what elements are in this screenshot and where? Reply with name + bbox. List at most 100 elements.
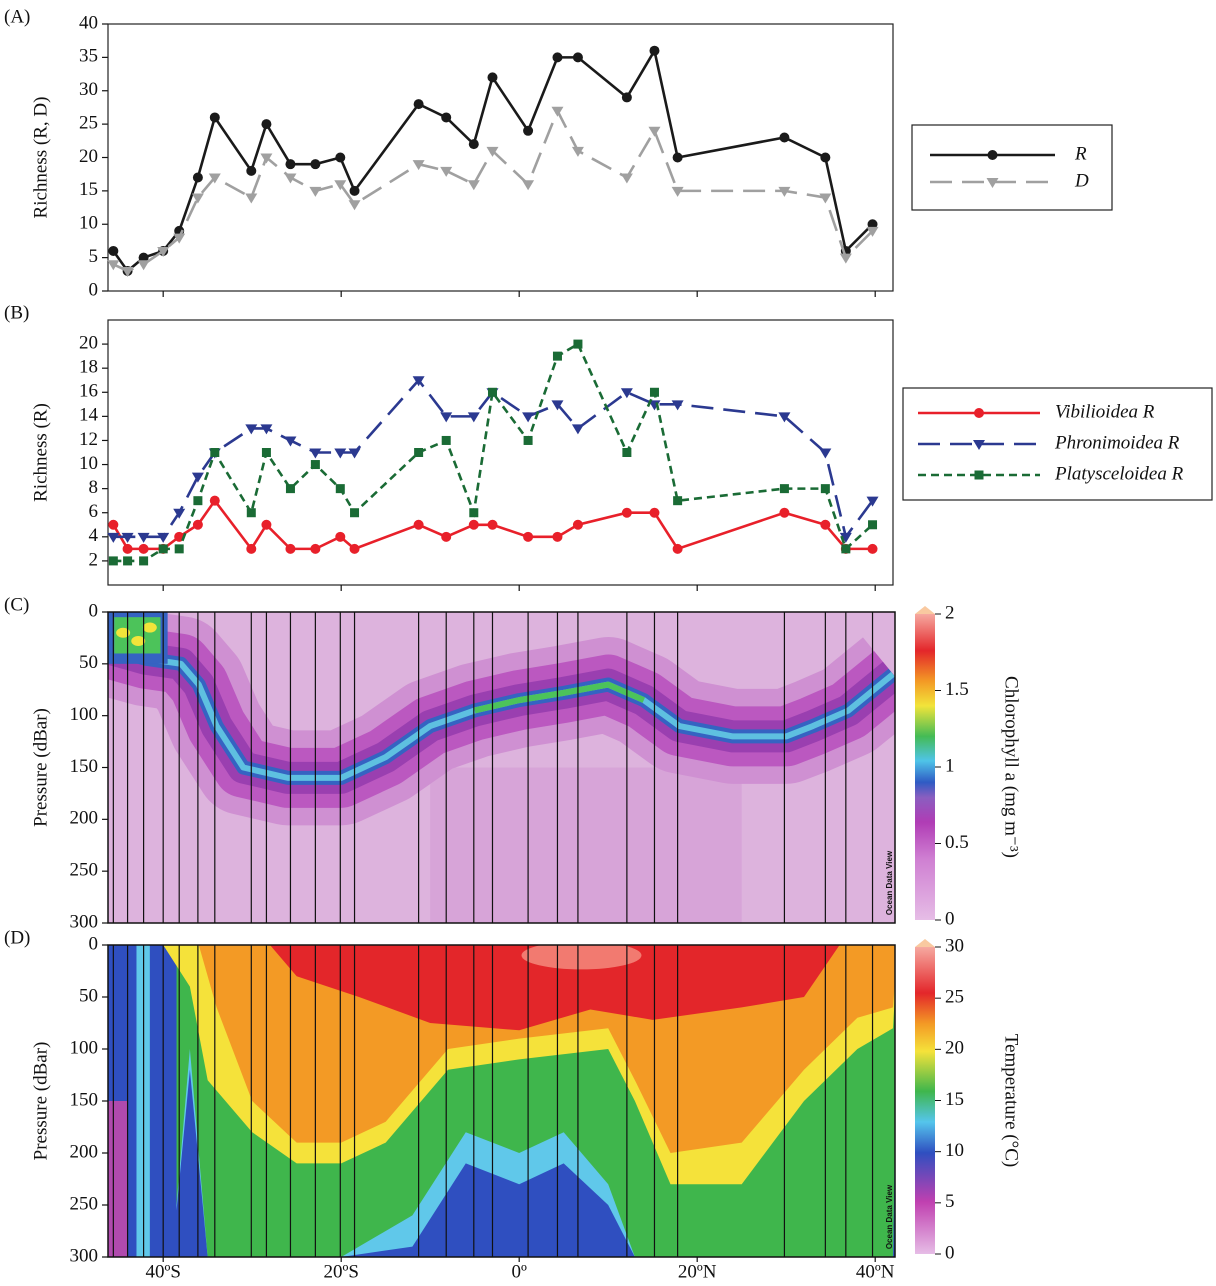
marker <box>441 112 452 123</box>
y-axis-title: Richness (R, D) <box>30 97 51 219</box>
panel-label: (C) <box>4 594 29 615</box>
marker <box>820 152 831 163</box>
marker <box>440 166 453 177</box>
legend-marker <box>974 408 984 418</box>
marker <box>551 400 564 411</box>
x-tick-label: 20ºS <box>323 1261 358 1282</box>
y-tick-label: 14 <box>79 405 99 426</box>
y-tick-label: 16 <box>79 381 98 402</box>
marker <box>469 508 479 518</box>
y-tick-label: 25 <box>79 112 98 133</box>
legend-label: D <box>1074 170 1089 191</box>
plot-frame <box>107 23 894 292</box>
marker <box>108 245 119 256</box>
marker <box>413 519 424 530</box>
y-tick-label: 150 <box>70 1089 99 1110</box>
y-tick-label: 250 <box>70 860 99 881</box>
marker <box>778 412 791 423</box>
marker <box>138 252 149 263</box>
marker <box>441 435 451 445</box>
marker <box>335 484 345 494</box>
colorbar-title: Chlorophyll a (mg m⁻³) <box>1001 676 1022 858</box>
marker <box>261 448 271 457</box>
marker <box>349 543 360 554</box>
colorbar-tick-label: 15 <box>945 1089 964 1110</box>
colorbar-cap <box>915 606 935 614</box>
marker <box>572 52 583 63</box>
y-tick-label: 2 <box>89 549 99 570</box>
legend-marker <box>987 150 998 160</box>
marker <box>173 233 186 244</box>
marker <box>157 246 170 257</box>
marker <box>334 448 347 459</box>
marker <box>779 132 790 143</box>
y-tick-label: 40 <box>79 12 98 33</box>
marker <box>673 496 683 506</box>
marker <box>522 180 535 191</box>
y-tick-label: 50 <box>79 985 98 1006</box>
marker <box>414 448 424 457</box>
colorbar-tick-label: 25 <box>945 987 964 1008</box>
marker <box>820 484 830 494</box>
contour-field <box>108 612 895 923</box>
colorbar <box>915 947 935 1254</box>
marker <box>778 186 791 197</box>
contour-region <box>234 945 840 1031</box>
marker <box>467 180 480 191</box>
y-tick-label: 250 <box>70 1193 99 1214</box>
legend-label: Vibilioidea R <box>1055 401 1155 422</box>
marker <box>868 520 878 530</box>
marker <box>261 119 272 130</box>
contour-band <box>108 645 895 781</box>
marker <box>523 531 534 542</box>
y-axis-title: Pressure (dBar) <box>30 1042 51 1161</box>
marker <box>261 519 272 530</box>
marker <box>122 543 133 554</box>
marker <box>523 125 534 136</box>
contour-region <box>116 627 131 638</box>
contour-region <box>142 622 157 633</box>
y-tick-label: 0 <box>89 933 99 954</box>
panel-label: (B) <box>4 302 29 323</box>
marker <box>468 139 479 150</box>
marker <box>210 448 220 457</box>
y-tick-label: 200 <box>70 808 99 829</box>
marker <box>671 186 684 197</box>
x-tick-label: 40ºN <box>856 1261 895 1282</box>
y-tick-label: 300 <box>70 1245 99 1266</box>
marker <box>260 153 273 164</box>
marker <box>552 531 563 542</box>
contour-region <box>521 945 642 970</box>
marker <box>413 99 424 110</box>
marker <box>246 165 257 176</box>
marker <box>108 556 118 566</box>
marker <box>620 388 633 399</box>
marker <box>620 173 633 184</box>
marker <box>335 531 346 542</box>
marker <box>208 173 221 184</box>
y-axis-title: Pressure (dBar) <box>30 708 51 827</box>
marker <box>441 531 452 542</box>
marker <box>121 532 134 543</box>
contour-region <box>430 767 742 923</box>
marker <box>621 507 632 518</box>
y-tick-label: 5 <box>89 246 99 267</box>
marker <box>819 448 832 459</box>
y-tick-label: 50 <box>79 652 98 673</box>
marker <box>192 172 203 183</box>
marker <box>137 532 150 543</box>
marker <box>173 508 186 519</box>
y-tick-label: 300 <box>70 911 99 932</box>
legend-label: Phronimoidea R <box>1054 432 1180 453</box>
marker <box>412 376 425 387</box>
colorbar-tick-label: 5 <box>945 1191 955 1212</box>
marker <box>522 412 535 423</box>
marker <box>552 351 562 361</box>
y-tick-label: 20 <box>79 332 98 353</box>
marker <box>334 180 347 191</box>
colorbar-tick-label: 0 <box>945 908 955 929</box>
marker <box>672 152 683 163</box>
y-tick-label: 200 <box>70 1141 99 1162</box>
marker <box>107 532 120 543</box>
y-tick-label: 10 <box>79 213 98 234</box>
